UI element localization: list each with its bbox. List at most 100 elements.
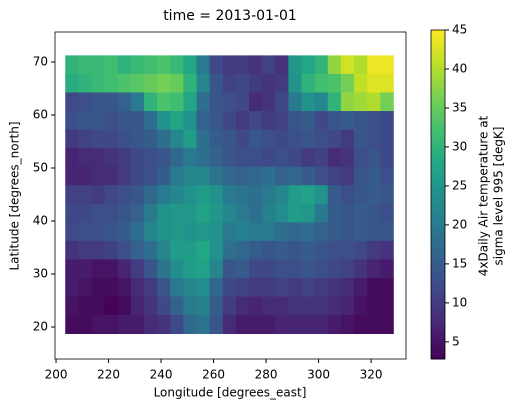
colorbar-segment bbox=[431, 334, 445, 339]
heatmap-cell bbox=[65, 92, 79, 112]
heatmap-cell bbox=[288, 73, 302, 93]
heatmap-cell bbox=[275, 111, 289, 130]
colorbar-label: 4xDaily Air temperature at bbox=[477, 115, 491, 276]
heatmap-cell bbox=[91, 277, 106, 297]
colorbar-segment bbox=[431, 149, 445, 154]
heatmap-cell bbox=[209, 148, 224, 168]
colorbar-tick-label: 10 bbox=[452, 295, 467, 309]
heatmap-cell bbox=[367, 296, 381, 316]
x-tick-label: 280 bbox=[255, 368, 278, 382]
heatmap-cell bbox=[78, 92, 92, 112]
x-tick-label: 320 bbox=[360, 368, 383, 382]
heatmap-cell bbox=[314, 166, 329, 186]
heatmap-cell bbox=[262, 315, 276, 335]
heatmap-cell bbox=[65, 129, 79, 149]
colorbar-segment bbox=[431, 182, 445, 187]
heatmap-cell bbox=[288, 277, 302, 297]
heatmap-cell bbox=[340, 148, 355, 168]
colorbar-segment bbox=[431, 34, 445, 39]
plot-frame bbox=[54, 31, 407, 360]
colorbar-tick-label: 20 bbox=[452, 217, 467, 231]
y-tick-label: 70 bbox=[33, 54, 48, 68]
heatmap-cell bbox=[262, 129, 276, 149]
heatmap-cell bbox=[340, 296, 355, 316]
colorbar-tick-label: 25 bbox=[452, 178, 467, 192]
colorbar-segment bbox=[431, 161, 445, 167]
heatmap-cell bbox=[275, 55, 289, 75]
colorbar-segment bbox=[431, 206, 445, 212]
heatmap-cell bbox=[340, 277, 355, 297]
colorbar-segment bbox=[431, 141, 445, 146]
heatmap-cell bbox=[143, 185, 158, 205]
heatmap-cell bbox=[288, 240, 302, 260]
heatmap-cell bbox=[143, 203, 158, 223]
heatmap-cell bbox=[117, 296, 132, 316]
colorbar-segment bbox=[431, 58, 445, 64]
heatmap-cell bbox=[249, 111, 263, 130]
heatmap-cell bbox=[91, 240, 106, 260]
heatmap-cell bbox=[170, 92, 184, 112]
heatmap-cell bbox=[314, 315, 329, 335]
heatmap-cell bbox=[130, 166, 145, 186]
colorbar-segment bbox=[431, 116, 445, 121]
heatmap-cell bbox=[104, 222, 119, 242]
heatmap-cell bbox=[104, 203, 119, 223]
heatmap-cell bbox=[354, 92, 368, 112]
heatmap-cell bbox=[275, 73, 289, 93]
heatmap-cell bbox=[222, 111, 237, 130]
heatmap-cell bbox=[380, 296, 394, 316]
heatmap-cell bbox=[340, 203, 355, 223]
colorbar-segment bbox=[431, 293, 445, 298]
heatmap-cell bbox=[367, 277, 381, 297]
heatmap-cell bbox=[367, 185, 381, 205]
heatmap-cell bbox=[249, 129, 263, 149]
heatmap-cell bbox=[209, 111, 224, 130]
heatmap-cell bbox=[65, 73, 79, 93]
heatmap-cell bbox=[354, 55, 368, 75]
heatmap-cell bbox=[91, 259, 106, 279]
heatmap-cell bbox=[340, 92, 355, 112]
heatmap-cell bbox=[143, 296, 158, 316]
heatmap-cell bbox=[130, 92, 145, 112]
colorbar-segment bbox=[431, 272, 445, 278]
heatmap-cell bbox=[157, 277, 171, 297]
heatmap-cell bbox=[367, 92, 381, 112]
heatmap-cell bbox=[78, 185, 92, 205]
heatmap-cell bbox=[367, 240, 381, 260]
heatmap-cell bbox=[157, 73, 171, 93]
heatmap-cell bbox=[65, 111, 79, 130]
heatmap-cell bbox=[262, 166, 276, 186]
colorbar-tick-label: 15 bbox=[452, 256, 467, 270]
heatmap-cell bbox=[157, 259, 171, 279]
heatmap-cell bbox=[222, 129, 237, 149]
heatmap-cell bbox=[235, 277, 250, 297]
heatmap-cell bbox=[117, 73, 132, 93]
heatmap-cell bbox=[288, 92, 302, 112]
heatmap-cell bbox=[380, 148, 394, 168]
colorbar-segment bbox=[431, 112, 445, 117]
heatmap-cell bbox=[367, 203, 381, 223]
heatmap-cell bbox=[275, 203, 289, 223]
heatmap-cell bbox=[367, 315, 381, 335]
heatmap-cell bbox=[157, 148, 171, 168]
heatmap-cell bbox=[183, 315, 197, 335]
heatmap-cell bbox=[183, 73, 197, 93]
heatmap-cell bbox=[65, 222, 79, 242]
heatmap-cell bbox=[157, 203, 171, 223]
heatmap-cell bbox=[183, 185, 197, 205]
heatmap-cell bbox=[354, 185, 368, 205]
heatmap-cell bbox=[235, 148, 250, 168]
heatmap-cell bbox=[117, 222, 132, 242]
heatmap-cell bbox=[275, 92, 289, 112]
heatmap-cell bbox=[91, 55, 106, 75]
heatmap-cell bbox=[196, 185, 211, 205]
heatmap-cell bbox=[157, 166, 171, 186]
heatmap-cell bbox=[301, 111, 316, 130]
heatmap-cell bbox=[222, 185, 237, 205]
heatmap-cell bbox=[78, 55, 92, 75]
colorbar-segment bbox=[431, 297, 445, 302]
heatmap-cell bbox=[288, 315, 302, 335]
heatmap-cell bbox=[249, 55, 263, 75]
heatmap-cell bbox=[340, 315, 355, 335]
heatmap-cell bbox=[104, 129, 119, 149]
